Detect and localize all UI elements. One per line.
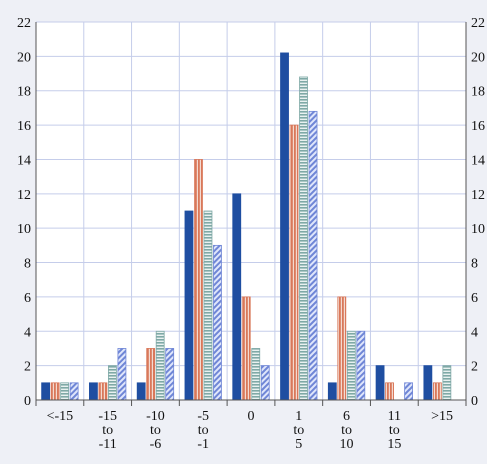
- y-tick-label-right: 16: [471, 119, 485, 134]
- bar: [432, 382, 442, 401]
- bar: [69, 382, 79, 401]
- x-tick-label: -5 to -1: [197, 409, 209, 452]
- bar: [423, 365, 433, 401]
- x-axis-labels: <-15 -15 to -11 -10 to -6 -5 to -1 0 1 to 5 6 to 10 11 to 1…: [47, 409, 453, 452]
- x-tick-label: -10 to -6: [146, 409, 165, 452]
- bar-series-group: [41, 52, 452, 401]
- bar: [327, 382, 337, 401]
- bar: [280, 52, 289, 401]
- y-tick-label-left: 8: [24, 257, 31, 272]
- y-tick-label-left: 6: [24, 291, 31, 306]
- bar: [404, 382, 413, 401]
- bar: [385, 382, 394, 401]
- x-tick-label: 0: [248, 409, 255, 424]
- bar: [375, 365, 385, 401]
- x-tick-label: >15: [431, 409, 453, 424]
- bar: [165, 348, 175, 401]
- y-tick-label-left: 2: [24, 360, 31, 375]
- y-tick-label-left: 14: [17, 153, 31, 168]
- y-tick-label-right: 8: [471, 257, 478, 272]
- x-tick-label: 11 to 15: [387, 409, 401, 452]
- bar: [108, 365, 117, 401]
- bar: [356, 330, 366, 401]
- y-tick-label-left: 0: [24, 394, 31, 409]
- y-tick-label-right: 2: [471, 360, 478, 375]
- y-tick-label-right: 12: [471, 188, 485, 203]
- y-tick-label-left: 12: [17, 188, 31, 203]
- y-tick-label-left: 4: [24, 325, 31, 340]
- y-tick-label-left: 20: [17, 50, 31, 65]
- bar: [184, 210, 194, 401]
- bar: [50, 382, 60, 401]
- bar: [194, 159, 203, 401]
- y-tick-label-left: 22: [17, 16, 31, 31]
- bar: [41, 382, 51, 401]
- y-tick-label-right: 0: [471, 394, 478, 409]
- axes: [35, 22, 467, 406]
- x-tick-label: 1 to 5: [293, 409, 304, 452]
- y-tick-label-left: 18: [17, 85, 31, 100]
- bar: [337, 296, 347, 401]
- bar: [146, 348, 156, 401]
- y-tick-label-left: 16: [17, 119, 31, 134]
- bar: [213, 244, 222, 401]
- bar: [117, 348, 127, 401]
- y-axis-left-labels: 0 2 4 6 8 10 12 14 16 18 20 22: [17, 16, 31, 409]
- plot-area: [36, 22, 466, 400]
- bar: [260, 365, 270, 401]
- y-tick-label-right: 14: [471, 153, 485, 168]
- y-tick-label-right: 18: [471, 85, 485, 100]
- bar: [155, 330, 165, 401]
- bar: [60, 382, 70, 401]
- x-tick-label: <-15: [47, 409, 74, 424]
- y-tick-label-left: 10: [17, 222, 31, 237]
- x-tick-label: 6 to 10: [340, 409, 354, 452]
- x-tick-label: -15 to -11: [98, 409, 117, 452]
- bar: [89, 382, 98, 401]
- bar: [289, 124, 299, 401]
- y-tick-label-right: 20: [471, 50, 485, 65]
- y-tick-label-right: 4: [471, 325, 478, 340]
- bar: [136, 382, 146, 401]
- bar: [241, 296, 251, 401]
- bar: [203, 210, 213, 401]
- bar: [98, 382, 108, 401]
- y-tick-label-right: 6: [471, 291, 478, 306]
- bar: [232, 193, 242, 401]
- bar: [299, 76, 308, 401]
- bar: [346, 330, 356, 401]
- bar: [251, 348, 261, 401]
- y-axis-right-labels: 0 2 4 6 8 10 12 14 16 18 20 22: [471, 16, 485, 409]
- y-tick-label-right: 22: [471, 16, 485, 31]
- bar: [308, 110, 318, 401]
- y-tick-label-right: 10: [471, 222, 485, 237]
- bar: [442, 365, 452, 401]
